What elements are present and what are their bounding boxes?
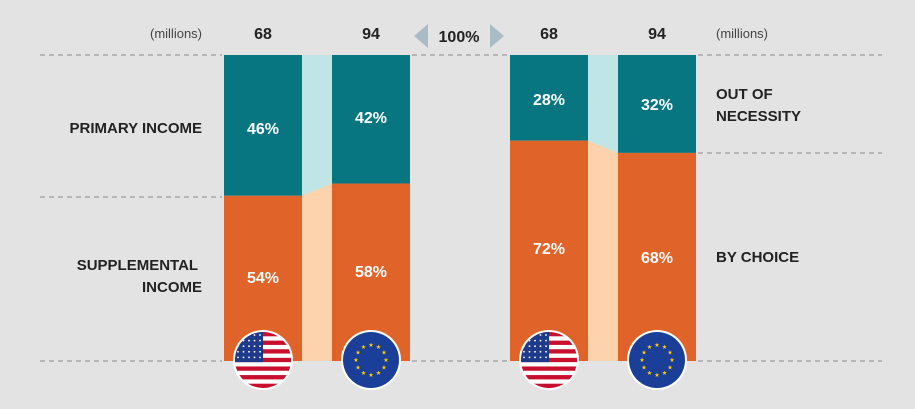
right-bar-us-top [510, 55, 588, 141]
left-eu-count: 94 [362, 26, 380, 43]
left-connector-top [302, 55, 332, 196]
label-supplemental-income: SUPPLEMENTAL INCOME [77, 257, 202, 296]
left-eu-bottom-value: 58% [355, 264, 387, 281]
right-arrow-icon [490, 24, 504, 48]
left-connector-bottom [302, 183, 332, 361]
left-eu-top-value: 42% [355, 110, 387, 127]
left-arrow-icon [414, 24, 428, 48]
left-us-count: 68 [254, 26, 272, 43]
right-connector-top [588, 55, 618, 153]
left-bar-us-top [224, 55, 302, 196]
left-us-bottom-value: 54% [247, 270, 279, 287]
right-eu-bottom-value: 68% [641, 250, 673, 267]
eu-flag-icon [341, 330, 401, 390]
us-flag-icon [519, 330, 579, 390]
left-unit-label: (millions) [150, 26, 202, 41]
center-percent-label: 100% [439, 29, 480, 46]
right-us-top-value: 28% [533, 92, 565, 109]
left-bar-eu-top [332, 55, 410, 184]
right-unit-label: (millions) [716, 26, 768, 41]
right-us-count: 68 [540, 26, 558, 43]
label-out-of-necessity: OUT OF NECESSITY [716, 86, 801, 125]
us-flag-icon [233, 330, 293, 390]
right-bar-us-bottom [510, 140, 588, 361]
right-eu-top-value: 32% [641, 97, 673, 114]
right-bar-eu-bottom [618, 152, 696, 361]
label-primary-income: PRIMARY INCOME [69, 120, 202, 137]
right-eu-count: 94 [648, 26, 666, 43]
eu-flag-icon [627, 330, 687, 390]
right-us-bottom-value: 72% [533, 241, 565, 258]
right-chart: 28% 72% 32% 68% [510, 55, 696, 361]
right-connector-bottom [588, 140, 618, 361]
label-by-choice: BY CHOICE [716, 249, 799, 266]
left-chart: 46% 54% 42% 58% [224, 55, 410, 361]
right-bar-eu-top [618, 55, 696, 153]
left-us-top-value: 46% [247, 121, 279, 138]
